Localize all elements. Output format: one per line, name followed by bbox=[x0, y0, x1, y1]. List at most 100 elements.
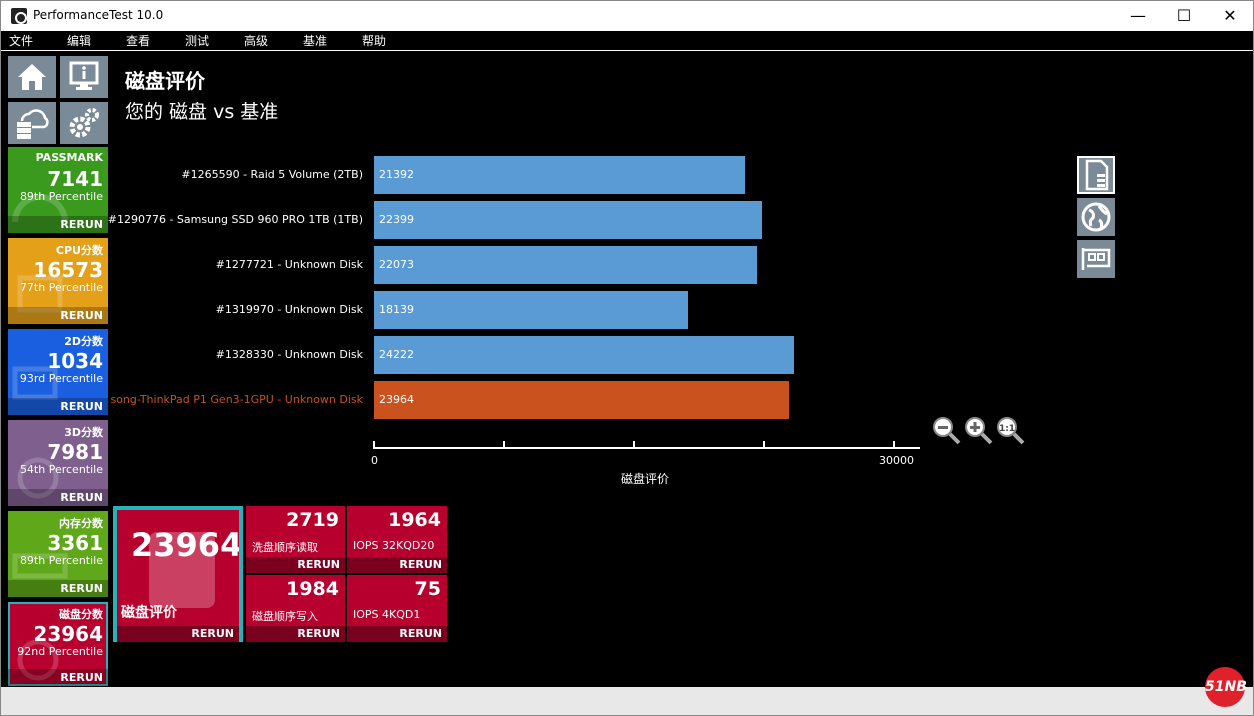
memory-icon bbox=[12, 553, 68, 579]
menu-help[interactable]: 帮助 bbox=[362, 34, 387, 48]
rerun-button[interactable]: RERUN bbox=[8, 398, 108, 415]
rerun-button[interactable]: RERUN bbox=[347, 626, 447, 642]
system-info-button[interactable] bbox=[60, 56, 108, 98]
tile-percentile: 89th Percentile bbox=[19, 190, 103, 203]
title-bar: PerformanceTest 10.0 — ☐ ✕ bbox=[1, 1, 1253, 31]
rerun-button[interactable]: RERUN bbox=[246, 557, 345, 573]
chart-bar: 23964 bbox=[374, 381, 789, 419]
rerun-button[interactable]: RERUN bbox=[8, 307, 108, 324]
menu-test[interactable]: 测试 bbox=[185, 34, 210, 48]
tile-label: IOPS 4KQD1 bbox=[353, 608, 421, 621]
tile-score: 23964 bbox=[33, 622, 103, 646]
settings-button[interactable] bbox=[60, 102, 108, 144]
bar-value: 24222 bbox=[379, 348, 414, 361]
disk-iops-32kqd20-tile[interactable]: 1964 IOPS 32KQD20 RERUN bbox=[347, 506, 447, 573]
rerun-button[interactable]: RERUN bbox=[347, 557, 447, 573]
bar-value: 22073 bbox=[379, 258, 414, 271]
tile-name: CPU分数 bbox=[55, 244, 103, 257]
tile-memory[interactable]: 内存分数 3361 89th Percentile RERUN bbox=[8, 511, 108, 597]
zoom-in-button[interactable] bbox=[963, 415, 993, 445]
bar-label: song-ThinkPad P1 Gen3-1GPU - Unknown Dis… bbox=[110, 393, 363, 406]
hard-disk-icon bbox=[149, 532, 215, 608]
online-results-button[interactable] bbox=[1077, 198, 1115, 236]
tile-score: 7981 bbox=[47, 440, 103, 464]
tile-cpu[interactable]: CPU分数 16573 77th Percentile RERUN bbox=[8, 238, 108, 324]
bar-value: 23964 bbox=[379, 393, 414, 406]
2d-graphics-icon bbox=[12, 366, 58, 400]
tile-name: 2D分数 bbox=[64, 335, 103, 348]
tile-percentile: 89th Percentile bbox=[19, 554, 103, 567]
bar-label: #1290776 - Samsung SSD 960 PRO 1TB (1TB) bbox=[107, 213, 363, 226]
disk-seq-read-tile[interactable]: 2719 洗盘顺序读取 RERUN bbox=[246, 506, 345, 573]
rerun-button[interactable]: RERUN bbox=[246, 626, 345, 642]
tile-percentile: 54th Percentile bbox=[19, 463, 103, 476]
minimize-button[interactable]: — bbox=[1130, 6, 1146, 25]
maximize-button[interactable]: ☐ bbox=[1176, 6, 1192, 25]
rerun-button[interactable]: RERUN bbox=[8, 669, 108, 686]
tile-label: 洗盘顺序读取 bbox=[252, 541, 318, 554]
menu-file[interactable]: 文件 bbox=[9, 34, 34, 48]
speedometer-icon bbox=[12, 194, 68, 223]
menu-view[interactable]: 查看 bbox=[126, 34, 151, 48]
x-tick bbox=[373, 441, 375, 449]
x-tick bbox=[633, 441, 635, 449]
tile-name: 3D分数 bbox=[64, 426, 103, 439]
chart-bar: 18139 bbox=[374, 291, 688, 329]
tile-score: 16573 bbox=[33, 258, 103, 282]
status-bar bbox=[1, 687, 1253, 715]
tile-score: 1984 bbox=[286, 578, 339, 600]
tile-score: 7141 bbox=[47, 167, 103, 191]
rerun-button[interactable]: RERUN bbox=[117, 626, 239, 642]
tile-passmark[interactable]: PASSMARK 7141 89th Percentile RERUN bbox=[8, 147, 108, 233]
rerun-button[interactable]: RERUN bbox=[8, 216, 108, 233]
x-tick bbox=[763, 441, 765, 449]
zoom-out-icon bbox=[933, 417, 961, 445]
tile-score: 3361 bbox=[47, 531, 103, 555]
tile-label: 磁盘顺序写入 bbox=[252, 610, 318, 623]
menu-baseline[interactable]: 基准 bbox=[303, 34, 328, 48]
zoom-out-button[interactable] bbox=[931, 415, 961, 445]
disk-main-score: 23964 bbox=[131, 526, 243, 564]
zoom-reset-button[interactable]: 1:1 bbox=[995, 415, 1025, 445]
tile-score: 75 bbox=[414, 578, 441, 600]
tile-3d[interactable]: 3D分数 7981 54th Percentile RERUN bbox=[8, 420, 108, 506]
tile-name: PASSMARK bbox=[35, 151, 103, 164]
x-tick-label: 0 bbox=[371, 454, 378, 467]
page-subtitle: 您的 磁盘 vs 基准 bbox=[125, 101, 279, 123]
cloud-server-button[interactable] bbox=[8, 102, 56, 144]
x-tick-label: 30000 bbox=[879, 454, 914, 467]
tile-label: IOPS 32KQD20 bbox=[353, 539, 435, 552]
zoom-reset-icon: 1:1 bbox=[997, 417, 1025, 445]
report-button[interactable] bbox=[1077, 156, 1115, 194]
menu-advanced[interactable]: 高级 bbox=[244, 34, 269, 48]
tile-percentile: 92nd Percentile bbox=[17, 645, 103, 658]
home-button[interactable] bbox=[8, 56, 56, 98]
tile-name: 磁盘分数 bbox=[59, 608, 103, 621]
bar-label: #1328330 - Unknown Disk bbox=[215, 348, 363, 361]
disk-iops-4kqd1-tile[interactable]: 75 IOPS 4KQD1 RERUN bbox=[347, 575, 447, 642]
bar-label: #1277721 - Unknown Disk bbox=[215, 258, 363, 271]
bar-value: 18139 bbox=[379, 303, 414, 316]
info-monitor-icon bbox=[69, 61, 99, 90]
zoom-in-icon bbox=[965, 417, 993, 445]
rerun-button[interactable]: RERUN bbox=[8, 580, 108, 597]
disk-seq-write-tile[interactable]: 1984 磁盘顺序写入 RERUN bbox=[246, 575, 345, 642]
disk-info-button[interactable] bbox=[1077, 240, 1115, 278]
tile-disk[interactable]: 磁盘分数 23964 92nd Percentile RERUN bbox=[8, 602, 108, 686]
svg-text:1:1: 1:1 bbox=[999, 424, 1015, 434]
rerun-button[interactable]: RERUN bbox=[8, 489, 108, 506]
menu-edit[interactable]: 编辑 bbox=[67, 34, 92, 48]
home-icon bbox=[18, 64, 46, 90]
3d-graphics-icon bbox=[17, 457, 59, 499]
disk-rating-main-tile[interactable]: 23964 磁盘评价 RERUN bbox=[113, 506, 243, 642]
x-tick bbox=[503, 441, 505, 449]
chart-bar: 22073 bbox=[374, 246, 757, 284]
menu-bar: 文件 编辑 查看 测试 高级 基准 帮助 bbox=[1, 31, 1253, 51]
close-button[interactable]: ✕ bbox=[1223, 6, 1237, 25]
cpu-chip-icon bbox=[17, 275, 63, 313]
app-icon bbox=[11, 8, 27, 24]
tile-name: 内存分数 bbox=[59, 517, 103, 530]
tile-2d[interactable]: 2D分数 1034 93rd Percentile RERUN bbox=[8, 329, 108, 415]
watermark-logo: 51NB bbox=[1205, 667, 1247, 707]
